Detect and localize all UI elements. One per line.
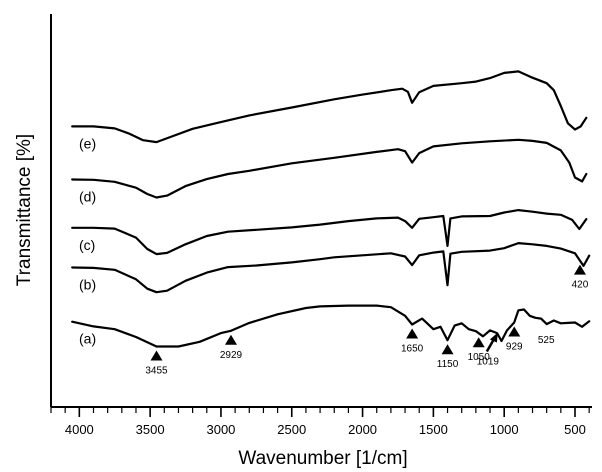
peak-label: 1019 (477, 356, 500, 367)
peak-marker-420: 420 (572, 264, 589, 291)
x-tick-label: 3000 (206, 422, 235, 437)
peak-triangle-1050 (472, 337, 485, 348)
series-label-a: (a) (79, 331, 96, 347)
peak-triangle-2929 (225, 334, 238, 345)
series-line-d (71, 138, 588, 199)
x-tick-label: 2000 (348, 422, 377, 437)
axes: 4000 3500 3000 2500 2000 1500 1000 500 (50, 14, 592, 437)
peak-triangle-420 (573, 264, 586, 275)
x-tick-label: 500 (564, 422, 586, 437)
peak-label: 1050 (468, 352, 491, 363)
x-axis-ticks (50, 407, 590, 417)
x-axis-tick-labels: 4000 3500 3000 2500 2000 1500 1000 500 (65, 422, 586, 437)
peak-triangle-1150 (441, 344, 454, 355)
peak-label: 525 (538, 335, 555, 346)
peak-label: 929 (506, 342, 523, 353)
peak-marker-1150: 1150 (437, 344, 459, 370)
series-label-e: (e) (79, 135, 96, 151)
series-line-c (71, 209, 588, 256)
series-line-b (71, 242, 591, 294)
peak-marker-929: 929 (506, 326, 523, 353)
peak-marker-1050: 1050 (468, 337, 491, 363)
peak-marker-2929: 2929 (220, 334, 243, 361)
y-axis-title: Transmittance [%] (14, 134, 35, 286)
peak-triangle-3455 (150, 350, 163, 361)
peak-marker-3455: 3455 (145, 350, 168, 376)
peak-label: 3455 (145, 365, 168, 376)
peak-triangle-929 (508, 326, 521, 337)
series-labels: (a) (b) (c) (d) (e) (79, 135, 96, 346)
peak-label: 1150 (437, 359, 459, 370)
series-label-c: (c) (79, 237, 95, 253)
peak-marker-525: 525 (538, 335, 555, 346)
peak-marker-1019: 1019 (477, 332, 500, 367)
peak-arrowhead-1019 (489, 332, 498, 343)
series-label-d: (d) (79, 188, 96, 204)
peak-label: 2929 (220, 350, 243, 361)
series-line-e (71, 70, 588, 144)
peak-label: 1650 (401, 343, 424, 354)
x-tick-label: 4000 (65, 422, 94, 437)
x-tick-label: 3500 (136, 422, 165, 437)
peak-triangle-1650 (406, 328, 419, 339)
x-axis-title: Wavenumber [1/cm] (238, 448, 407, 469)
series-label-b: (b) (79, 276, 96, 292)
x-tick-label: 1500 (419, 422, 448, 437)
peak-marker-1650: 1650 (401, 328, 424, 354)
x-tick-label: 2500 (277, 422, 306, 437)
series-lines (71, 70, 591, 348)
peak-label: 420 (572, 280, 589, 291)
series-line-a (71, 304, 591, 348)
x-tick-label: 1000 (490, 422, 519, 437)
